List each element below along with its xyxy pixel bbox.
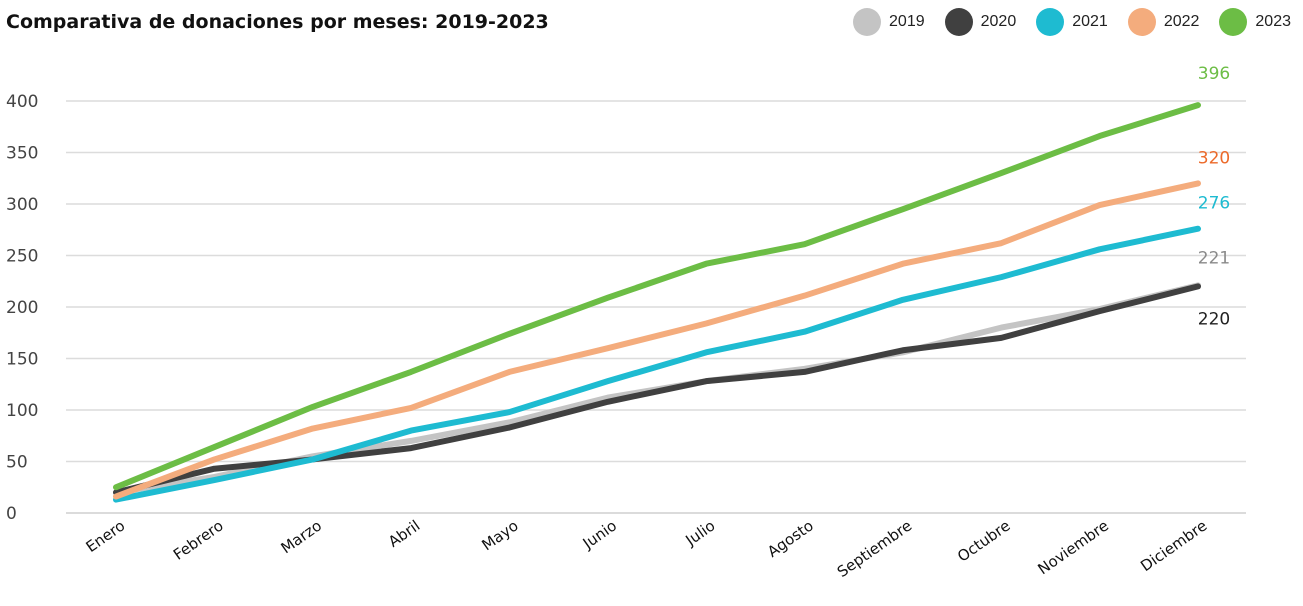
x-tick-label: Agosto (764, 517, 817, 561)
y-tick-label: 300 (6, 195, 38, 215)
x-tick-label: Abril (385, 517, 423, 551)
x-tick-label: Mayo (478, 517, 521, 555)
x-tick-label: Marzo (278, 517, 325, 558)
legend-label-2022: 2022 (1163, 13, 1200, 30)
y-tick-label: 200 (6, 298, 38, 318)
legend-swatch-2021 (1036, 8, 1065, 36)
y-tick-label: 250 (6, 247, 38, 267)
data-label-2023: 396 (1198, 64, 1230, 84)
data-label-2022: 320 (1198, 148, 1230, 168)
series-line-2022 (113, 180, 1201, 500)
series-line-2023 (113, 102, 1201, 491)
y-tick-label: 400 (6, 92, 38, 112)
series-line-2021 (113, 225, 1201, 503)
data-label-2019: 221 (1198, 248, 1230, 268)
x-tick-label: Noviembre (1035, 517, 1112, 579)
x-tick-label: Julio (682, 517, 719, 550)
legend-label-2021: 2021 (1072, 13, 1108, 30)
legend: 2019 2020 2021 2022 2023 (853, 8, 1291, 36)
x-tick-label: Junio (579, 517, 620, 553)
y-tick-label: 0 (6, 504, 17, 524)
legend-label-2019: 2019 (889, 13, 925, 30)
y-tick-label: 50 (6, 453, 28, 473)
y-tick-label: 150 (6, 350, 38, 370)
chart-title: Comparativa de donaciones por meses: 201… (6, 11, 549, 33)
legend-swatch-2020 (944, 8, 973, 36)
x-tick-label: Febrero (170, 517, 227, 564)
y-tick-label: 100 (6, 401, 38, 421)
legend-item-2022: 2022 (1127, 8, 1200, 36)
x-tick-label: Diciembre (1137, 517, 1210, 576)
legend-swatch-2022 (1127, 8, 1156, 36)
y-tick-label: 350 (6, 144, 38, 164)
x-tick-label: Octubre (954, 517, 1013, 566)
legend-item-2019: 2019 (853, 8, 925, 36)
legend-item-2021: 2021 (1036, 8, 1108, 36)
legend-item-2020: 2020 (944, 8, 1017, 36)
legend-swatch-2023 (1219, 8, 1248, 36)
data-label-2021: 276 (1198, 194, 1230, 214)
legend-label-2020: 2020 (980, 13, 1017, 30)
data-label-2020: 220 (1198, 309, 1230, 329)
legend-item-2023: 2023 (1219, 8, 1291, 36)
x-tick-label: Septiembre (834, 517, 915, 582)
x-tick-label: Enero (83, 517, 129, 557)
legend-swatch-2019 (853, 8, 882, 36)
legend-label-2023: 2023 (1255, 13, 1291, 30)
